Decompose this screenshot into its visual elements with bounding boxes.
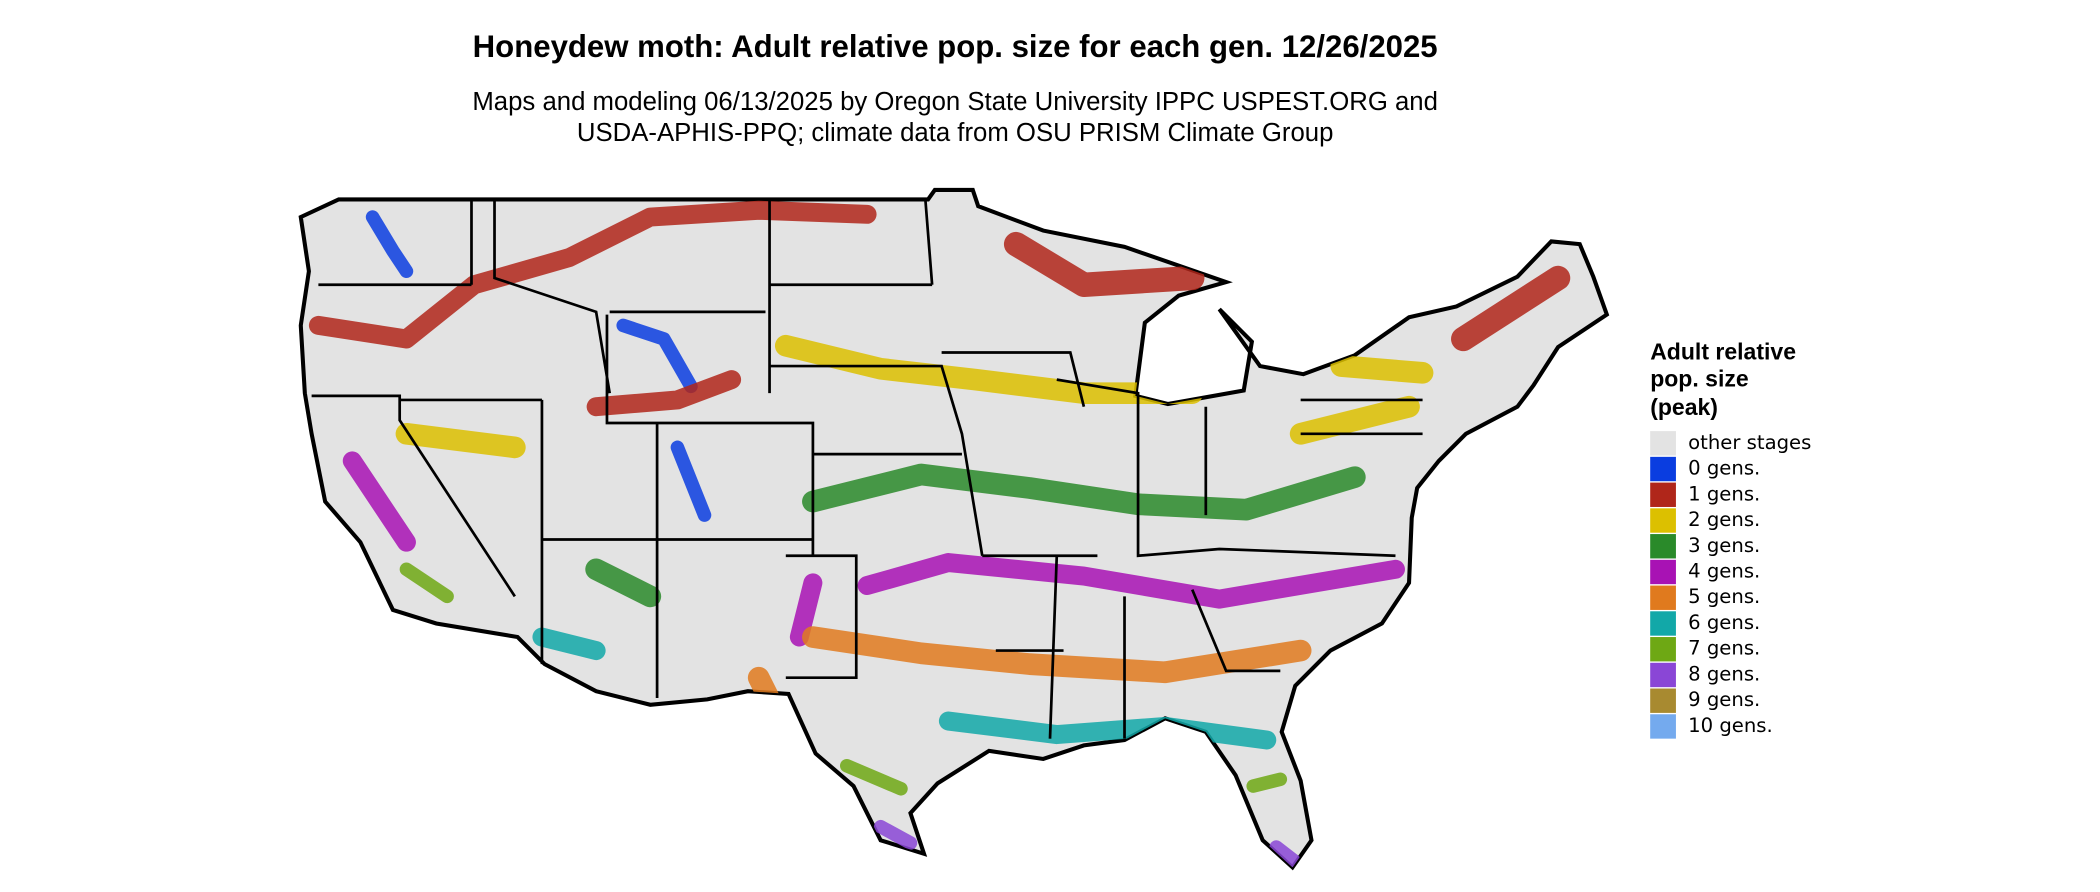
us-land [301, 190, 1607, 867]
legend-title: Adult relative [1650, 338, 1796, 364]
legend-swatch [1650, 534, 1676, 559]
legend-label: 5 gens. [1688, 585, 1760, 608]
legend-swatch [1650, 662, 1676, 688]
legend-title: (peak) [1650, 394, 1718, 420]
legend-label: 0 gens. [1688, 457, 1760, 480]
generation-zones [308, 200, 1571, 868]
legend-label: 6 gens. [1688, 611, 1760, 634]
generation-zone [308, 200, 877, 417]
subtitle: USDA-APHIS-PPQ; climate data from OSU PR… [577, 119, 1334, 147]
legend-label: 2 gens. [1688, 508, 1760, 531]
generation-zone [395, 334, 1434, 459]
legend-label: 4 gens. [1688, 560, 1760, 583]
legend-swatch [1650, 585, 1676, 610]
legend-label: 7 gens. [1688, 637, 1760, 660]
state-borders [311, 199, 1423, 739]
legend-swatch [1650, 714, 1676, 739]
legend-swatch [1650, 508, 1676, 533]
generation-zone [532, 627, 1277, 750]
legend-swatch [1650, 431, 1676, 456]
subtitle: Maps and modeling 06/13/2025 by Oregon S… [472, 88, 1438, 116]
generation-zone [365, 210, 712, 522]
legend-swatch [1650, 611, 1676, 636]
generation-zone [873, 819, 1301, 868]
legend-label: 9 gens. [1688, 688, 1760, 711]
generation-zone [342, 451, 1405, 647]
legend-title: pop. size [1650, 365, 1749, 391]
generation-zone [1003, 231, 1571, 352]
legend: Adult relative pop. size (peak) other st… [1650, 338, 1811, 739]
legend-label: 8 gens. [1688, 662, 1760, 685]
legend-label: 1 gens. [1688, 482, 1760, 505]
legend-label: 3 gens. [1688, 534, 1760, 557]
generation-zone [399, 562, 1288, 796]
title: Honeydew moth: Adult relative pop. size … [473, 29, 1438, 64]
legend-label: 10 gens. [1688, 714, 1773, 737]
generation-zone [585, 463, 1366, 608]
legend-swatch [1650, 637, 1676, 662]
legend-swatch [1650, 482, 1676, 507]
legend-swatch [1650, 456, 1676, 482]
legend-label: other stages [1688, 431, 1811, 454]
legend-swatch [1650, 688, 1676, 713]
legend-swatch [1650, 559, 1676, 585]
